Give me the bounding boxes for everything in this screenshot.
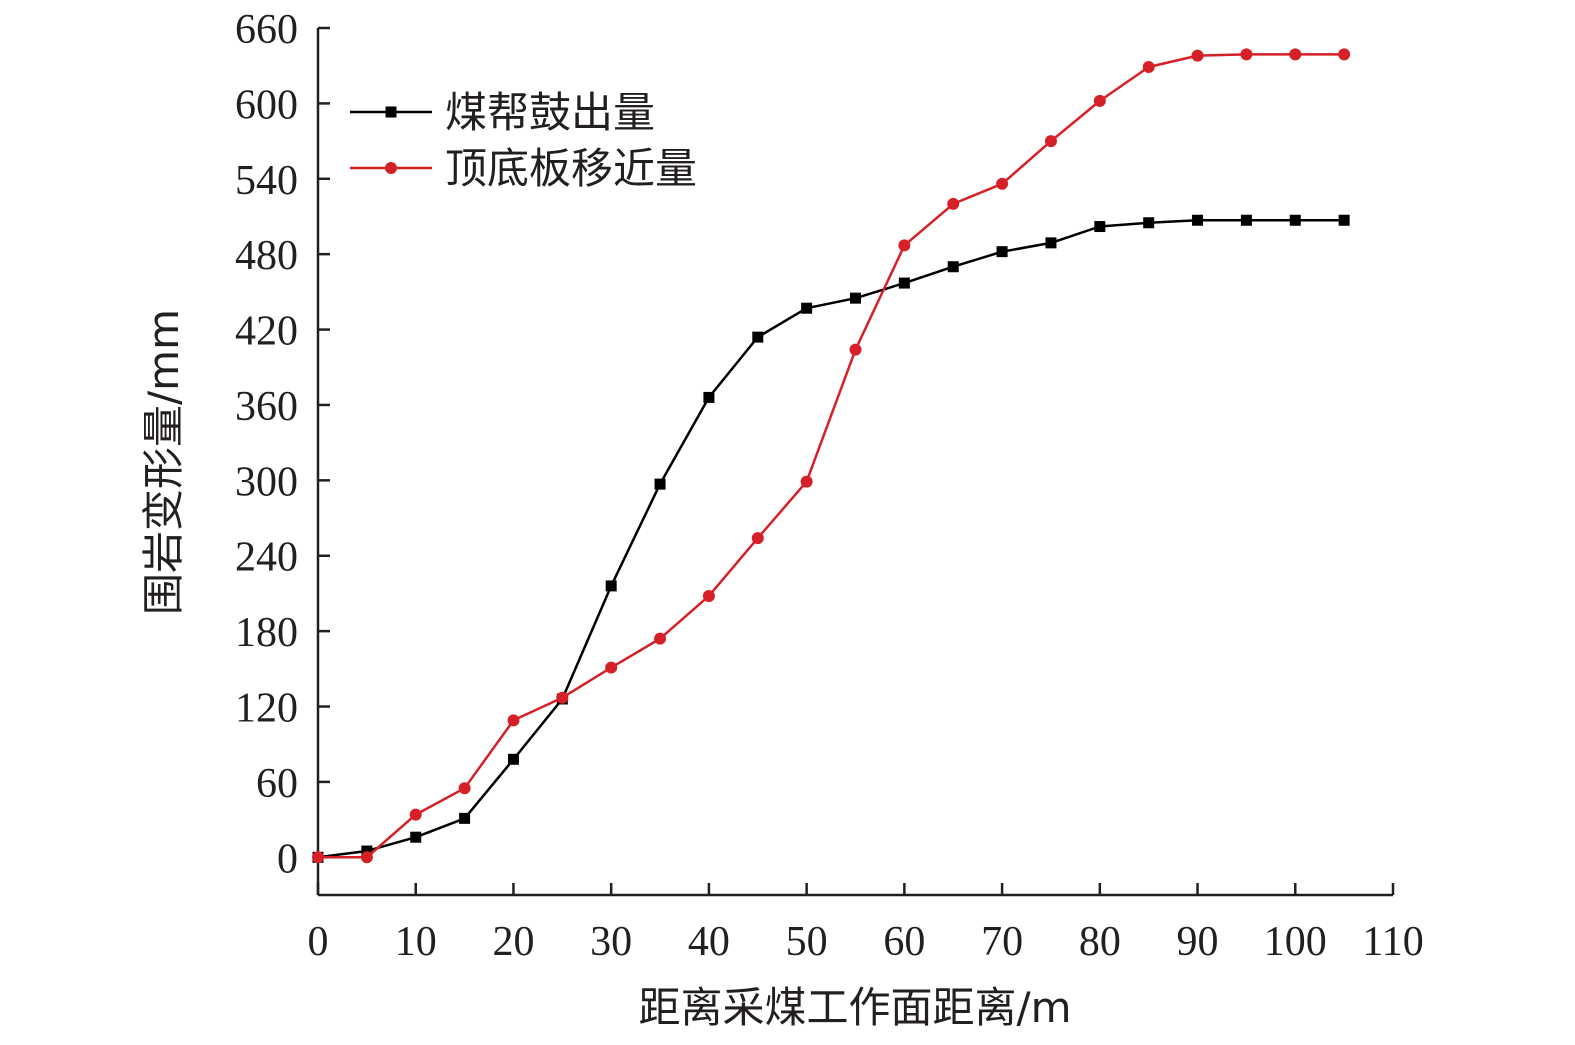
data-point	[801, 302, 813, 314]
data-point	[1289, 48, 1302, 61]
y-tick-label: 300	[235, 459, 298, 505]
x-tick-label: 70	[981, 919, 1023, 965]
data-point	[409, 808, 422, 821]
data-point	[654, 632, 667, 645]
x-tick-label: 50	[786, 919, 828, 965]
axes	[316, 28, 1393, 897]
x-tick-label: 80	[1079, 919, 1121, 965]
data-point	[360, 851, 373, 864]
data-point	[1240, 48, 1253, 61]
data-point	[605, 661, 618, 674]
data-point	[849, 343, 862, 356]
data-point	[312, 851, 324, 864]
legend-marker	[385, 106, 397, 118]
x-tick-label: 30	[590, 919, 632, 965]
data-point	[752, 331, 764, 343]
y-tick-label: 0	[277, 836, 298, 882]
series-lines	[312, 48, 1351, 864]
y-tick-label: 420	[235, 309, 298, 355]
y-tick-label: 180	[235, 610, 298, 656]
tick-marks	[316, 26, 1395, 895]
x-tick-label: 20	[492, 919, 534, 965]
data-point	[1338, 214, 1350, 226]
y-tick-label: 240	[235, 535, 298, 581]
data-point	[947, 261, 959, 273]
x-tick-label: 110	[1362, 919, 1423, 965]
data-point	[996, 246, 1008, 258]
x-tick-label: 0	[308, 919, 329, 965]
series-line	[317, 218, 1345, 859]
legend-item: 顶底板移近量	[350, 144, 697, 193]
legend-label: 煤帮鼓出量	[445, 88, 655, 137]
legend-label: 顶底板移近量	[445, 144, 697, 193]
x-tick-label: 40	[688, 919, 730, 965]
y-tick-label: 360	[235, 384, 298, 430]
data-point	[1192, 214, 1204, 226]
data-point	[654, 478, 666, 490]
series-line	[318, 53, 1345, 859]
y-tick-label: 480	[235, 233, 298, 279]
data-point	[1044, 135, 1057, 148]
data-point	[1289, 214, 1301, 226]
series-1	[312, 214, 1350, 863]
data-point	[361, 845, 373, 857]
data-point	[507, 753, 519, 765]
data-point	[898, 239, 911, 252]
data-point	[556, 691, 569, 704]
x-tick-label: 90	[1177, 919, 1219, 965]
data-point	[1191, 49, 1204, 62]
data-point	[410, 831, 422, 843]
data-point	[850, 292, 861, 304]
data-point	[800, 475, 813, 488]
data-point	[1142, 60, 1155, 73]
y-tick-label: 120	[235, 686, 298, 732]
data-point	[507, 714, 520, 727]
data-point	[1240, 214, 1252, 226]
data-point	[996, 177, 1009, 190]
data-point	[1094, 221, 1106, 233]
legend-marker	[385, 162, 397, 174]
data-point	[1338, 48, 1351, 61]
data-point	[605, 580, 617, 592]
data-point	[1143, 217, 1155, 229]
data-point	[751, 532, 764, 545]
y-axis-title: 围岩变形量/mm	[139, 309, 188, 615]
legend-item: 煤帮鼓出量	[350, 88, 655, 137]
series-2	[312, 48, 1351, 864]
x-tick-label: 60	[883, 919, 925, 965]
data-point	[459, 812, 471, 824]
data-point	[947, 197, 960, 210]
tick-labels: 0 10 20 30 40 50 60 70 80 90 100 110 0 60 120 180 240 300…	[235, 7, 1424, 965]
x-axis-title: 距离采煤工作面距离/m	[638, 983, 1071, 1032]
data-point	[1093, 94, 1106, 107]
x-tick-label: 10	[395, 919, 437, 965]
y-tick-label: 660	[235, 7, 298, 53]
data-point	[458, 782, 471, 795]
data-point	[702, 589, 715, 602]
x-tick-label: 100	[1264, 919, 1327, 965]
data-point	[1045, 237, 1057, 249]
y-tick-label: 600	[235, 82, 298, 128]
data-point	[703, 391, 715, 403]
y-tick-label: 540	[235, 158, 298, 204]
data-point	[898, 277, 910, 289]
y-tick-label: 60	[256, 761, 298, 807]
